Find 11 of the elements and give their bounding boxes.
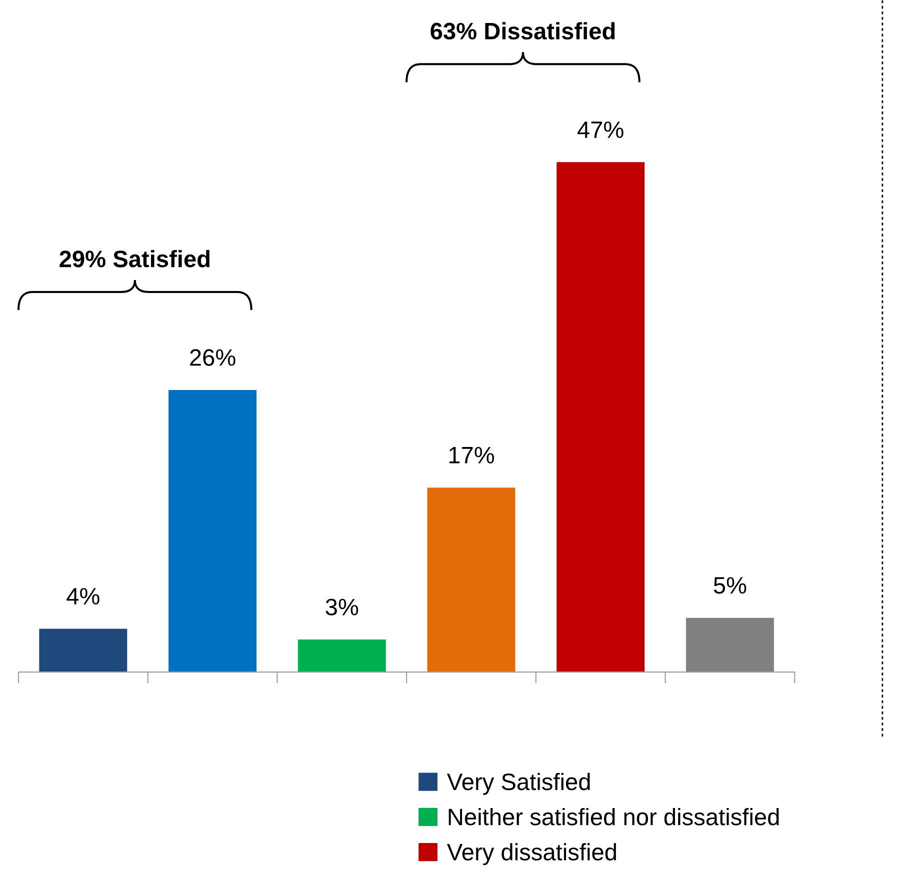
data-label: 47%: [578, 121, 624, 138]
legend-label: Very dissatisfied: [447, 843, 616, 866]
legend-label: Neither satisfied nor dissatisfied: [448, 808, 779, 826]
data-label: 3%: [326, 598, 358, 616]
data-label: 5%: [714, 577, 746, 594]
legend-label: Very Satisfied: [447, 772, 590, 795]
annotation: 29% Satisfied: [60, 250, 210, 268]
data-label: 17%: [449, 446, 494, 464]
text: 63% Dissatisfied: [430, 22, 615, 40]
data-label: 4%: [66, 588, 100, 604]
data-label: 26%: [190, 349, 236, 366]
